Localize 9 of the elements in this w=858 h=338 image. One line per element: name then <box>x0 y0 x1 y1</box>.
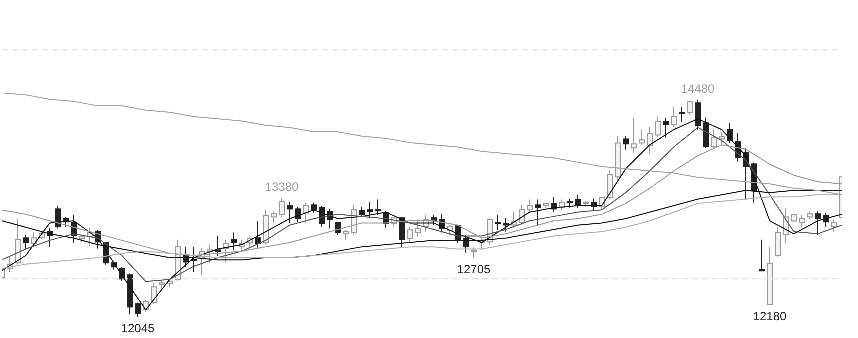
candlestick <box>679 106 685 122</box>
annotation: 12180 <box>753 309 788 324</box>
annotation: 14480 <box>681 82 716 96</box>
annotation: 13380 <box>265 180 300 194</box>
candlestick <box>191 246 197 272</box>
annotation: 12705 <box>457 262 492 277</box>
annotation: 12045 <box>121 322 156 336</box>
candlestick <box>631 117 637 154</box>
candlestick <box>647 126 653 156</box>
